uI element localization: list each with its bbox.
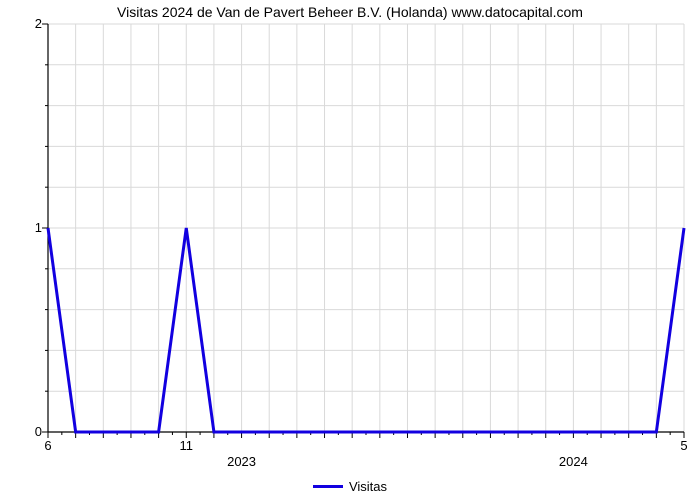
x-tick-label: 6 <box>44 438 51 453</box>
legend-swatch <box>313 485 343 488</box>
chart-title: Visitas 2024 de Van de Pavert Beheer B.V… <box>0 4 700 20</box>
x-tick-label: 11 <box>180 438 194 453</box>
x-year-label: 2023 <box>227 454 256 469</box>
x-tick-label: 5 <box>680 438 687 453</box>
chart-svg <box>48 24 684 432</box>
x-year-label: 2024 <box>559 454 588 469</box>
chart-container: Visitas 2024 de Van de Pavert Beheer B.V… <box>0 0 700 500</box>
y-tick-label: 0 <box>18 424 42 439</box>
legend: Visitas <box>0 478 700 494</box>
y-tick-label: 2 <box>18 16 42 31</box>
y-tick-label: 1 <box>18 220 42 235</box>
legend-label: Visitas <box>349 479 387 494</box>
plot-area <box>48 24 684 432</box>
